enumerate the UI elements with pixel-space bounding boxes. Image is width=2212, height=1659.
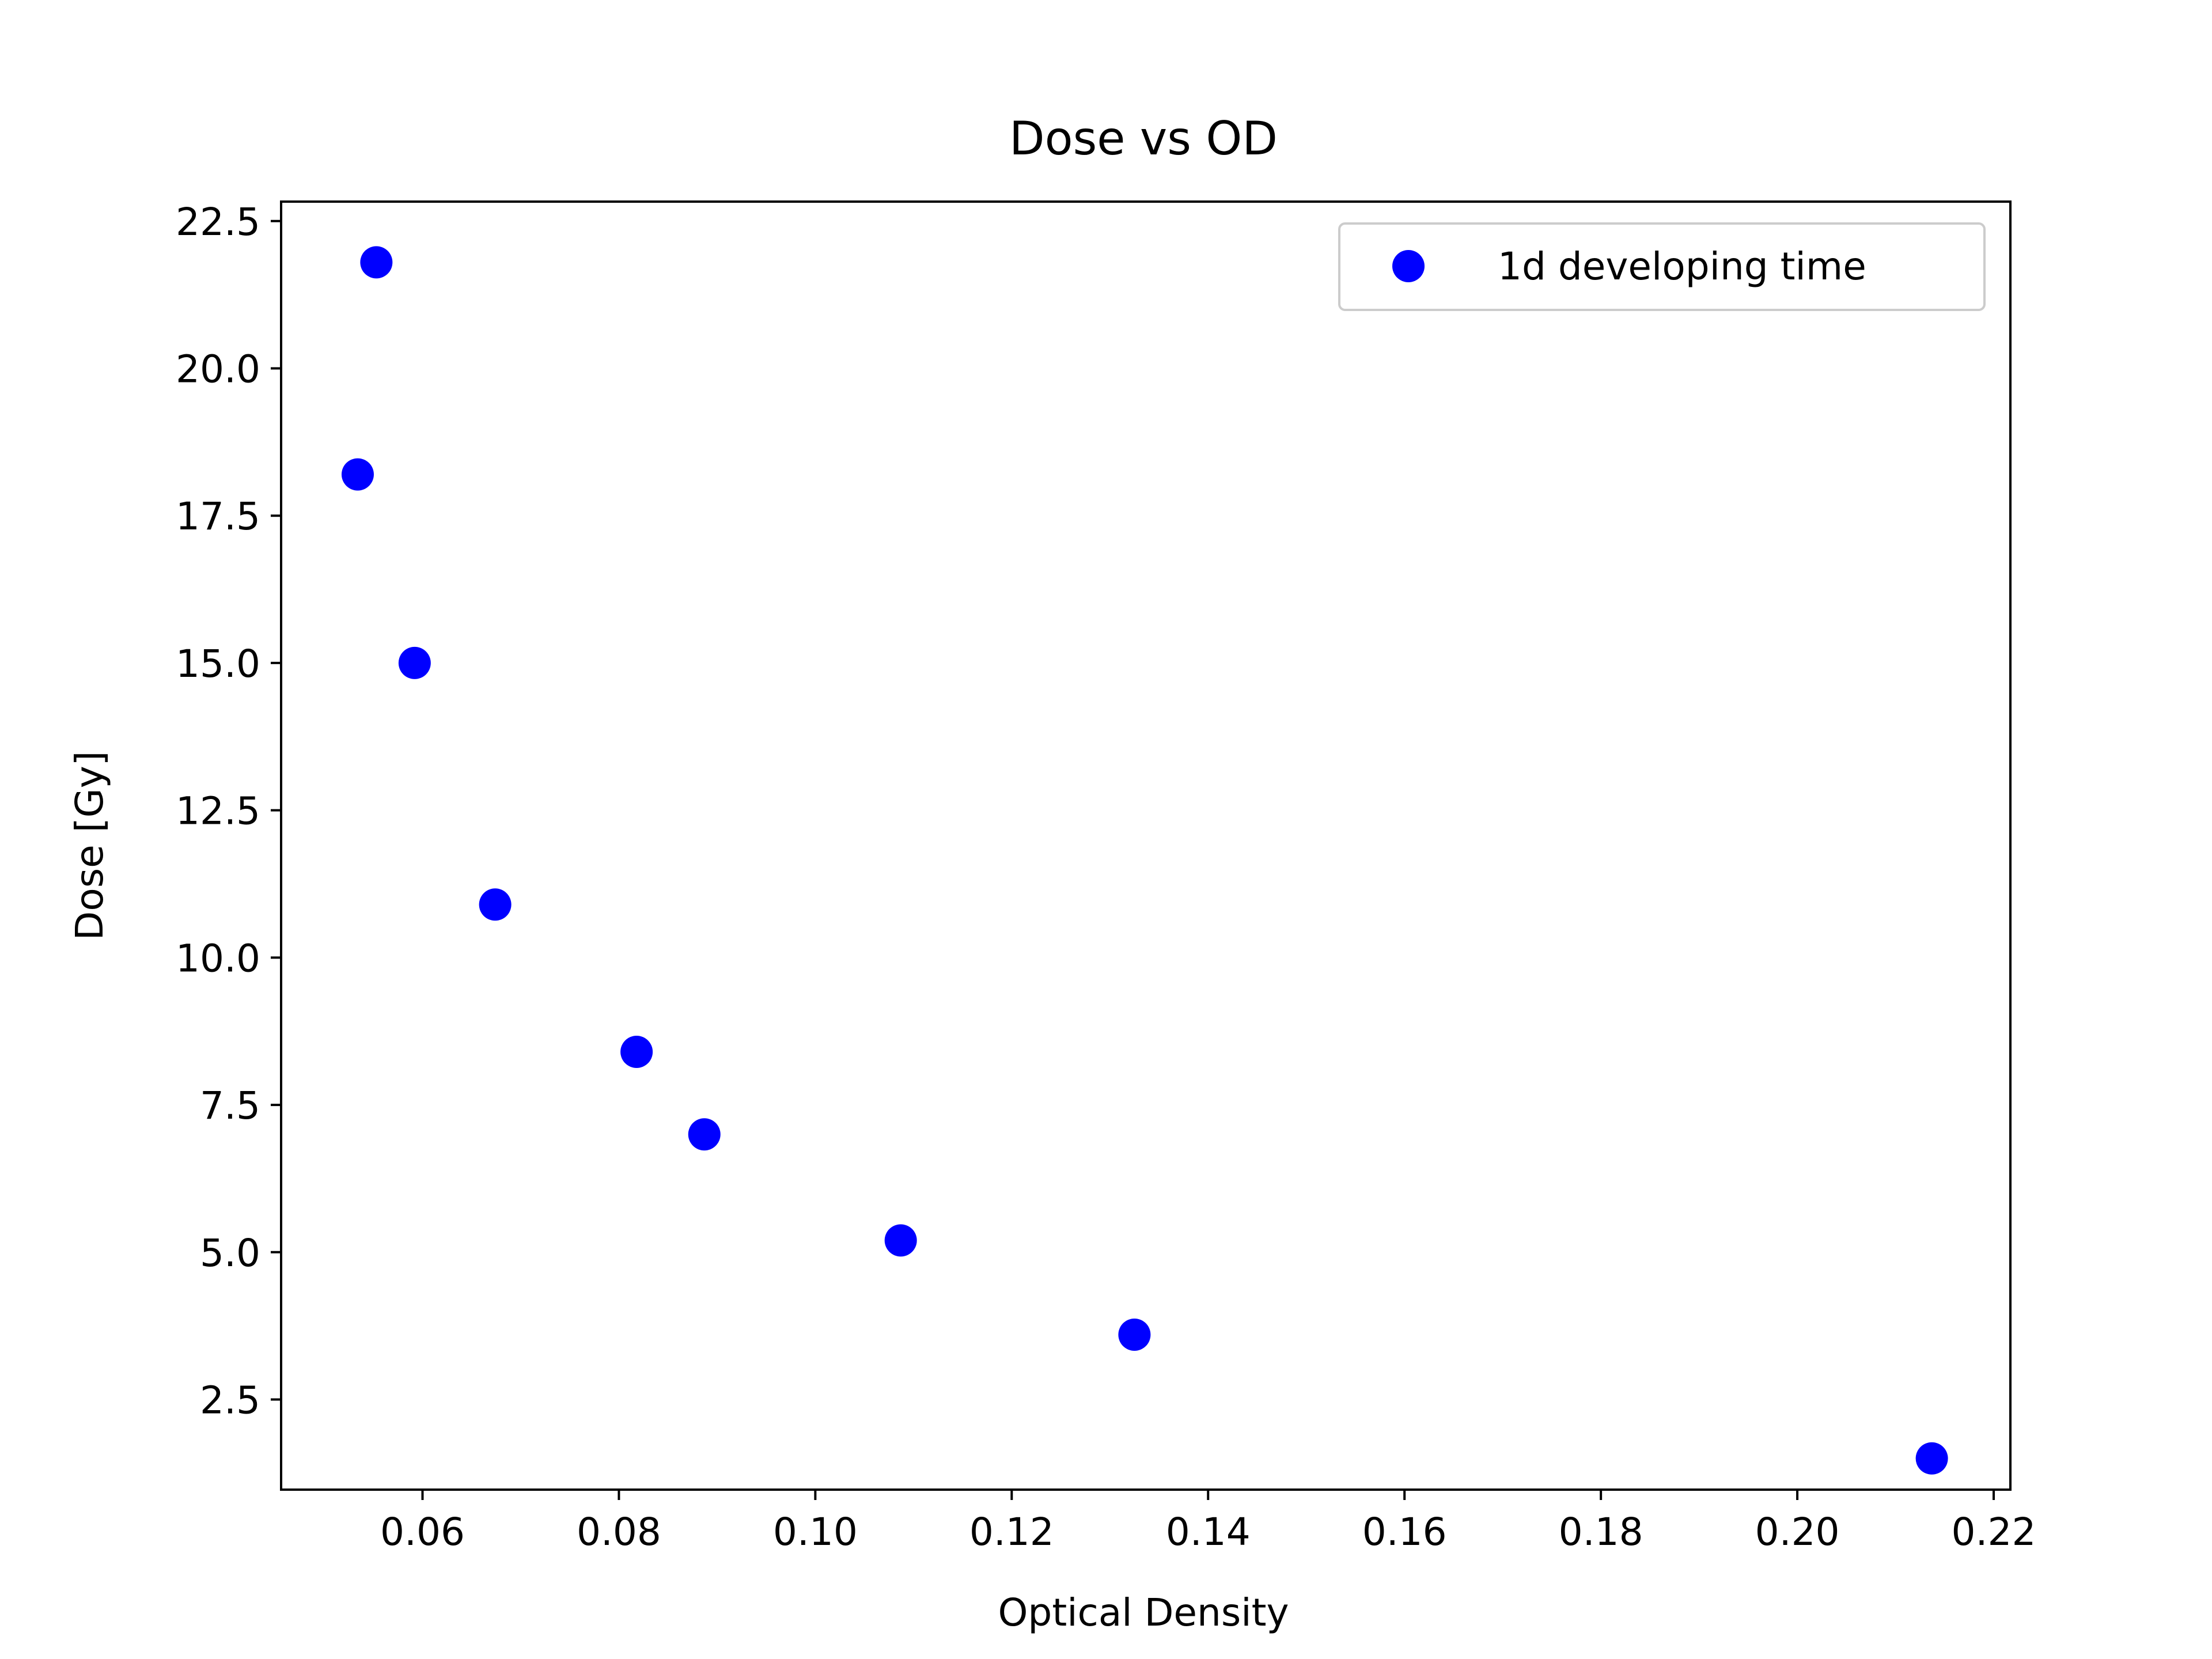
y-axis-label: Dose [Gy]: [67, 751, 112, 941]
y-tick-label: 10.0: [176, 936, 260, 980]
plot-frame: [280, 200, 2012, 1491]
data-point: [884, 1224, 917, 1257]
y-tick-label: 17.5: [176, 494, 260, 539]
x-tick-label: 0.10: [773, 1510, 858, 1554]
legend: 1d developing time: [1338, 222, 1986, 311]
x-tick-label: 0.14: [1166, 1510, 1251, 1554]
data-point: [1915, 1442, 1948, 1475]
x-tick-label: 0.08: [577, 1510, 661, 1554]
chart-title: Dose vs OD: [1009, 112, 1278, 165]
data-point: [341, 458, 374, 491]
y-tick-label: 22.5: [176, 200, 260, 244]
x-tick-label: 0.12: [969, 1510, 1054, 1554]
y-tick-label: 2.5: [200, 1378, 260, 1423]
legend-marker: [1392, 250, 1425, 282]
legend-label: 1d developing time: [1498, 244, 1866, 289]
y-tick-label: 20.0: [176, 347, 260, 391]
data-point: [360, 246, 393, 279]
legend-box: [1338, 222, 1986, 311]
x-ticks: 0.06 0.08 0.10 0.12 0.14 0.16 0.18 0.20 0.22: [380, 1490, 2036, 1554]
data-point: [1118, 1318, 1151, 1351]
data-point: [398, 646, 431, 679]
y-tick-label: 5.0: [200, 1231, 260, 1275]
data-point: [688, 1118, 721, 1151]
y-tick-label: 7.5: [200, 1084, 260, 1128]
y-ticks: 2.5 5.0 7.5 10.0 12.5 15.0 17.5 20.0 22.5: [176, 200, 281, 1423]
y-tick-label: 15.0: [176, 642, 260, 686]
x-tick-label: 0.22: [1952, 1510, 2036, 1554]
data-point: [479, 888, 512, 921]
x-tick-label: 0.18: [1559, 1510, 1643, 1554]
x-tick-label: 0.06: [380, 1510, 465, 1554]
x-tick-label: 0.20: [1755, 1510, 1840, 1554]
data-point: [620, 1036, 653, 1069]
data-points: [341, 246, 1948, 1475]
x-tick-label: 0.16: [1362, 1510, 1447, 1554]
x-axis-label: Optical Density: [998, 1590, 1289, 1635]
y-tick-label: 12.5: [176, 789, 260, 834]
